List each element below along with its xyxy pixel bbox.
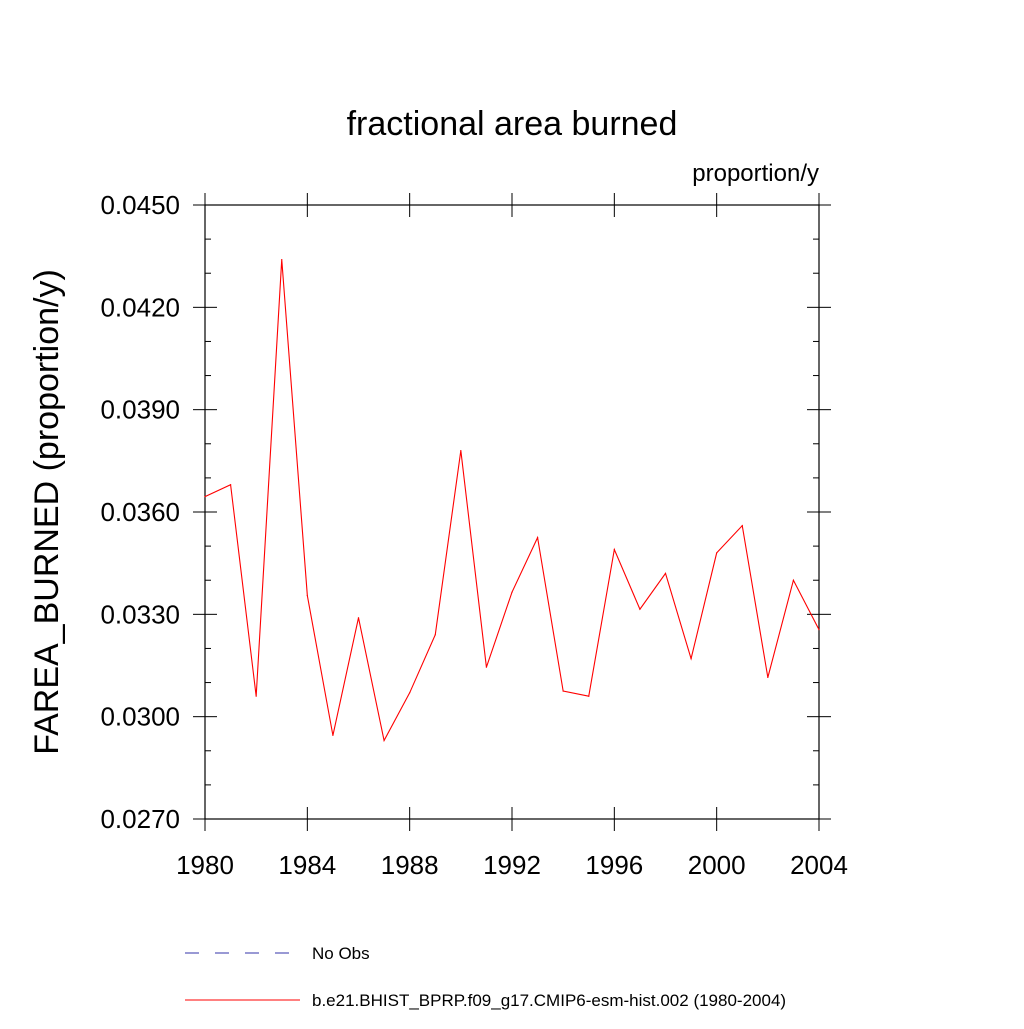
x-tick-label: 2004 [790,850,848,880]
data-point [562,690,564,692]
data-point [792,579,795,581]
data-point [204,496,206,498]
units-label: proportion/y [692,160,819,187]
y-tick-label: 0.0450 [100,190,180,220]
data-point [434,634,436,636]
data-point [716,552,718,554]
y-tick-label: 0.0300 [100,702,180,732]
data-point [460,450,462,452]
y-axis-label: FAREA_BURNED (proportion/y) [28,269,66,755]
data-point [818,629,820,631]
data-point [357,617,360,619]
plot-frame [204,204,820,820]
data-point [536,536,539,539]
data-point [690,658,692,660]
chart-title: fractional area burned [347,105,678,143]
y-tick-label: 0.0360 [100,497,180,527]
x-tick-label: 1980 [176,850,234,880]
data-point [588,695,590,697]
x-tick-label: 1984 [278,850,336,880]
x-tick-label: 2000 [688,850,746,880]
data-point [409,692,411,694]
x-tick-label: 1992 [483,850,541,880]
data-point [306,594,308,597]
y-tick-label: 0.0390 [100,395,180,425]
series-line [204,259,820,743]
data-point [383,739,385,742]
y-tick-label: 0.0330 [100,599,180,629]
legend-label-no-obs: No Obs [312,944,370,963]
data-point [281,258,283,261]
data-point [485,666,488,668]
y-tick-label: 0.0420 [100,292,180,322]
data-point [332,734,334,737]
data-point [741,525,743,527]
data-point [511,591,513,593]
data-point [229,484,232,486]
data-point [767,676,769,679]
legend: No Obs b.e21.BHIST_BPRP.f09_g17.CMIP6-es… [185,944,786,1010]
x-tick-label: 1988 [381,850,439,880]
legend-label-model: b.e21.BHIST_BPRP.f09_g17.CMIP6-esm-hist.… [312,991,786,1010]
data-point [255,695,257,697]
data-point [664,572,667,575]
data-point [613,548,615,551]
y-tick-label: 0.0270 [100,804,180,834]
data-point [639,608,641,610]
x-tick-label: 1996 [585,850,643,880]
